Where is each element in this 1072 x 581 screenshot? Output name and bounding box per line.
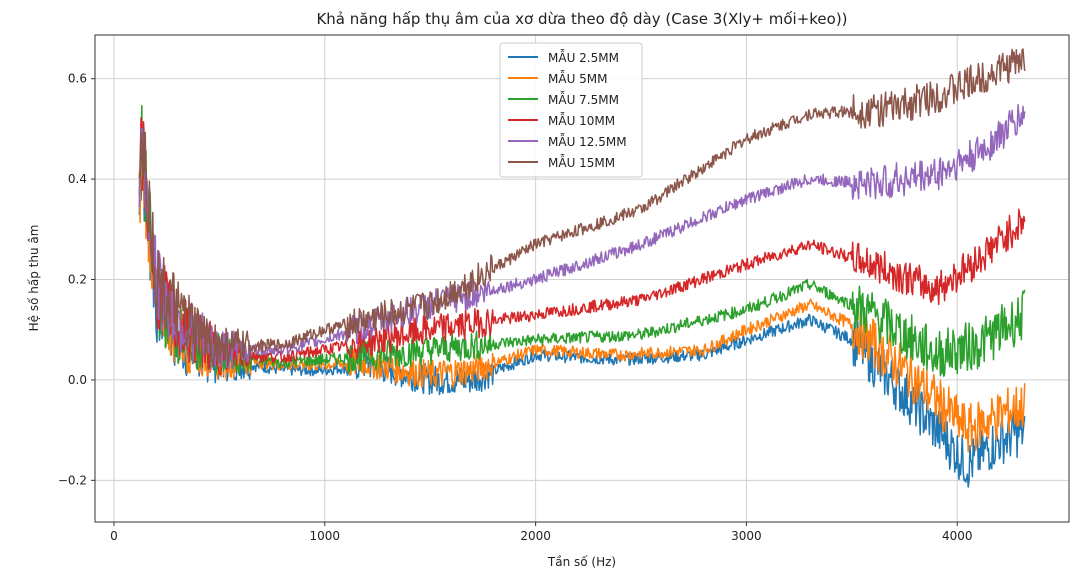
legend-label: MẪU 7.5MM — [548, 91, 619, 107]
x-tick-label: 4000 — [942, 529, 973, 543]
y-tick-label: 0.0 — [68, 373, 87, 387]
y-axis-label: Hệ số hấp thu âm — [27, 225, 41, 332]
legend-label: MẪU 15MM — [548, 154, 615, 170]
chart-title: Khả năng hấp thụ âm của xơ dừa theo độ d… — [316, 10, 847, 28]
legend-box — [499, 42, 643, 178]
series-line-3 — [138, 117, 1026, 376]
series-line-5 — [138, 48, 1026, 368]
series-line-2 — [138, 104, 1026, 377]
axis-ticks: 0 1000 2000 3000 4000 −0.2 0.0 0.2 0.4 0.6 — [58, 72, 973, 543]
x-tick-label: 2000 — [520, 529, 551, 543]
y-tick-label: 0.2 — [68, 273, 87, 287]
series-group — [138, 48, 1026, 488]
legend-label: MẪU 2.5MM — [548, 49, 619, 65]
legend: MẪU 2.5MM MẪU 5MM MẪU 7.5MM MẪU 10MM MẪU 12.… — [499, 42, 643, 178]
y-tick-label: −0.2 — [58, 473, 87, 487]
x-tick-label: 0 — [110, 529, 118, 543]
series-line-1 — [138, 133, 1026, 453]
x-tick-label: 1000 — [310, 529, 341, 543]
legend-label: MẪU 5MM — [548, 70, 608, 86]
plot-frame — [94, 34, 1070, 523]
legend-label: MẪU 12.5MM — [548, 133, 627, 149]
y-tick-label: 0.6 — [68, 72, 87, 86]
y-tick-label: 0.4 — [68, 172, 87, 186]
x-tick-label: 3000 — [731, 529, 762, 543]
legend-label: MẪU 10MM — [548, 112, 615, 128]
x-axis-label: Tần số (Hz) — [547, 555, 616, 569]
